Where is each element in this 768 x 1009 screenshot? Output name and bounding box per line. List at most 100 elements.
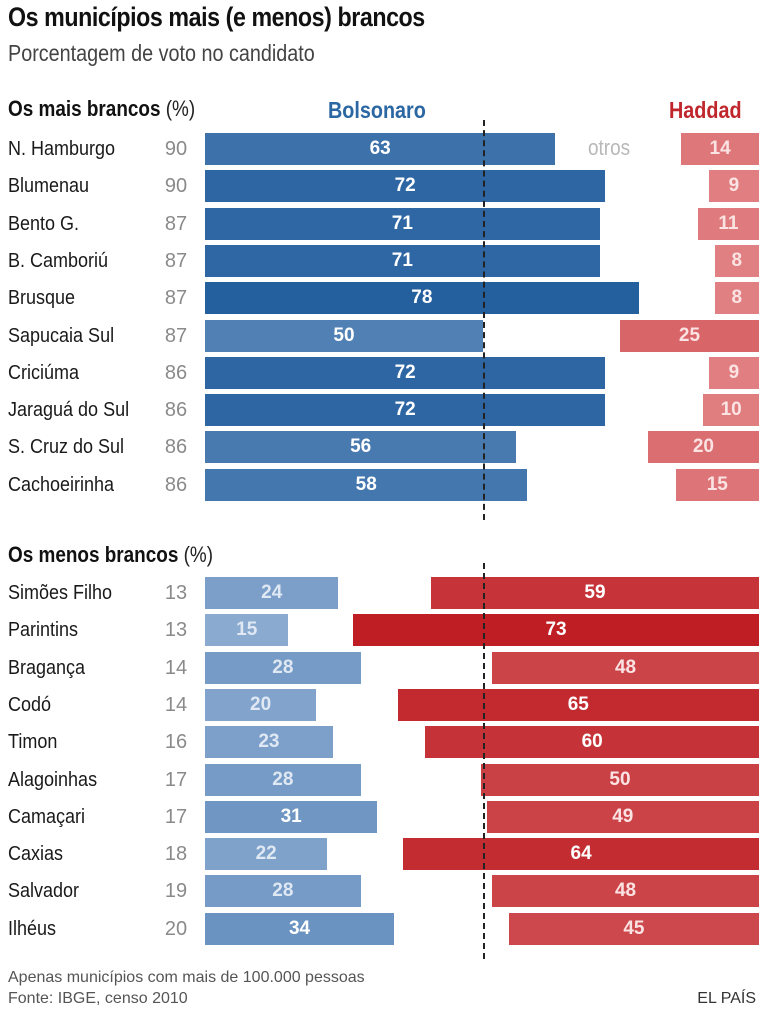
haddad-value-label: 73 (545, 619, 567, 641)
legend-haddad: Haddad (669, 97, 742, 123)
haddad-bar (508, 912, 759, 945)
municipality-name: Parintins (8, 619, 79, 642)
white-population-pct: 13 (164, 619, 188, 642)
legend-bolsonaro: Bolsonaro (328, 97, 426, 123)
haddad-bar (492, 651, 759, 684)
white-population-pct: 90 (164, 175, 188, 198)
municipality-name: Cachoeirinha (8, 473, 115, 496)
source-note: Fonte: IBGE, censo 2010 (8, 990, 188, 1007)
haddad-value-label: 8 (731, 249, 743, 271)
municipality-name: Criciúma (8, 361, 80, 384)
bolsonaro-bar (205, 912, 395, 945)
bolsonaro-bar (205, 614, 289, 647)
white-population-pct: 90 (164, 138, 188, 160)
municipality-name: Sapucaia Sul (8, 324, 115, 347)
white-population-pct: 16 (164, 731, 188, 754)
bolsonaro-value-label: 23 (258, 731, 280, 753)
haddad-bar (675, 468, 759, 501)
section-title-text: Os mais brancos (8, 96, 161, 121)
bolsonaro-value-label: 15 (236, 619, 258, 641)
bolsonaro-bar (205, 800, 378, 833)
municipality-name: Codó (8, 693, 52, 716)
municipality-name: Alagoinhas (8, 768, 98, 791)
municipality-name: Jaraguá do Sul (8, 399, 130, 422)
bolsonaro-bar (205, 577, 339, 609)
haddad-value-label: 8 (731, 287, 743, 309)
section-title-suffix: (%) (183, 542, 214, 567)
white-population-pct: 87 (164, 212, 188, 235)
haddad-value-label: 65 (567, 693, 589, 715)
bolsonaro-bar (205, 726, 333, 759)
haddad-bar (481, 763, 759, 796)
municipality-name: Blumenau (8, 175, 90, 198)
municipality-name: Brusque (8, 287, 76, 310)
white-population-pct: 87 (164, 249, 188, 272)
bolsonaro-bar (205, 875, 361, 908)
municipality-name: Ilhéus (8, 917, 57, 940)
municipality-name: Camaçari (8, 805, 86, 828)
bolsonaro-value-label: 78 (411, 287, 433, 309)
footnote: Apenas municípios com mais de 100.000 pe… (8, 969, 365, 986)
bolsonaro-value-label: 28 (272, 656, 294, 678)
bolsonaro-value-label: 20 (250, 693, 272, 715)
bolsonaro-bar (205, 394, 606, 427)
bolsonaro-bar (205, 468, 528, 501)
reference-line-50 (483, 120, 485, 520)
bolsonaro-bar (205, 651, 361, 684)
bolsonaro-value-label: 58 (355, 473, 377, 495)
haddad-value-label: 50 (609, 768, 631, 790)
bolsonaro-value-label: 72 (394, 399, 416, 421)
bolsonaro-bar (205, 207, 600, 240)
bolsonaro-bar (205, 244, 600, 277)
reference-line-50 (483, 563, 485, 959)
haddad-bar (681, 133, 759, 165)
brand-logo: EL PAÍS (697, 990, 756, 1007)
white-population-pct: 14 (164, 693, 188, 716)
haddad-value-label: 10 (720, 399, 742, 421)
white-population-pct: 13 (164, 582, 188, 604)
haddad-bar (708, 170, 759, 203)
bolsonaro-bar (205, 319, 483, 352)
chart-subtitle: Porcentagem de voto no candidato (8, 40, 315, 66)
bolsonaro-value-label: 28 (272, 880, 294, 902)
bolsonaro-value-label: 63 (369, 138, 391, 159)
haddad-value-label: 20 (692, 436, 714, 458)
municipality-name: Bento G. (8, 212, 80, 235)
bolsonaro-bar (205, 763, 361, 796)
bolsonaro-value-label: 71 (391, 249, 413, 271)
municipality-name: Timon (8, 731, 58, 754)
bolsonaro-bar (205, 170, 606, 203)
bolsonaro-value-label: 72 (394, 175, 416, 197)
section-title-most-white: Os mais brancos (%) (8, 96, 195, 122)
haddad-value-label: 48 (614, 656, 637, 678)
bolsonaro-value-label: 31 (280, 805, 302, 827)
white-population-pct: 86 (164, 473, 188, 496)
white-population-pct: 14 (164, 656, 188, 679)
white-population-pct: 87 (164, 287, 188, 310)
white-population-pct: 86 (164, 361, 188, 384)
haddad-bar (403, 838, 759, 871)
white-population-pct: 18 (164, 843, 188, 866)
bolsonaro-value-label: 28 (272, 768, 294, 790)
haddad-value-label: 45 (623, 917, 645, 939)
white-population-pct: 87 (164, 324, 188, 347)
bolsonaro-value-label: 71 (391, 212, 413, 234)
bolsonaro-value-label: 50 (333, 324, 355, 346)
bolsonaro-value-label: 22 (255, 843, 277, 865)
municipality-name: N. Hamburgo (8, 138, 116, 160)
haddad-value-label: 15 (706, 473, 728, 495)
white-population-pct: 86 (164, 436, 188, 459)
section-title-suffix: (%) (165, 96, 196, 121)
haddad-value-label: 64 (570, 843, 592, 865)
bolsonaro-value-label: 34 (288, 917, 311, 939)
haddad-value-label: 60 (581, 731, 603, 753)
bolsonaro-bar (205, 431, 517, 464)
haddad-value-label: 11 (718, 212, 739, 234)
section-title-least-white: Os menos brancos (%) (8, 542, 213, 568)
bolsonaro-value-label: 24 (261, 582, 283, 603)
haddad-bar (620, 319, 759, 352)
haddad-bar (714, 282, 759, 315)
legend-otros: otros (588, 135, 631, 160)
haddad-bar (708, 356, 759, 389)
